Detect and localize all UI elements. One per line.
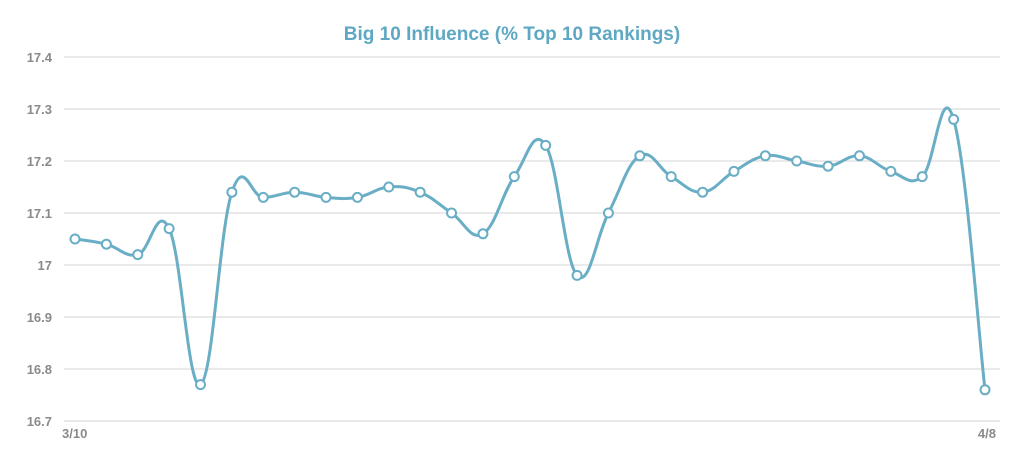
data-point[interactable] <box>100 238 112 250</box>
data-point[interactable] <box>948 113 960 125</box>
data-point[interactable] <box>853 150 865 162</box>
y-tick-label: 16.7 <box>27 414 52 429</box>
series-line <box>74 106 987 390</box>
y-tick-label: 17.2 <box>27 154 52 169</box>
data-points <box>69 113 991 396</box>
x-axis-ticks: 3/10 4/8 <box>62 426 996 441</box>
data-point[interactable] <box>540 139 552 151</box>
data-point[interactable] <box>477 228 489 240</box>
data-point[interactable] <box>885 165 897 177</box>
data-point[interactable] <box>697 186 709 198</box>
data-point[interactable] <box>289 186 301 198</box>
data-point[interactable] <box>759 150 771 162</box>
data-point[interactable] <box>791 155 803 167</box>
data-point[interactable] <box>257 191 269 203</box>
y-tick-label: 16.9 <box>27 310 52 325</box>
data-point[interactable] <box>822 160 834 172</box>
y-tick-label: 17.1 <box>27 206 52 221</box>
data-point[interactable] <box>226 186 238 198</box>
data-point[interactable] <box>602 207 614 219</box>
data-point[interactable] <box>508 171 520 183</box>
data-point[interactable] <box>571 269 583 281</box>
chart-title: Big 10 Influence (% Top 10 Rankings) <box>344 24 680 45</box>
data-point[interactable] <box>916 171 928 183</box>
y-tick-label: 17.3 <box>27 102 52 117</box>
data-point[interactable] <box>383 181 395 193</box>
y-tick-label: 17.4 <box>27 50 53 65</box>
data-point[interactable] <box>414 186 426 198</box>
data-point[interactable] <box>665 171 677 183</box>
y-axis-ticks: 16.7 16.8 16.9 17 17.1 17.2 17.3 17.4 <box>27 50 53 429</box>
data-point[interactable] <box>195 379 207 391</box>
y-tick-label: 16.8 <box>27 362 52 377</box>
data-point[interactable] <box>163 223 175 235</box>
x-tick-label: 3/10 <box>62 426 87 441</box>
data-point[interactable] <box>320 191 332 203</box>
data-point[interactable] <box>351 191 363 203</box>
data-point[interactable] <box>69 233 81 245</box>
x-tick-label: 4/8 <box>978 426 996 441</box>
data-point[interactable] <box>979 384 991 396</box>
data-point[interactable] <box>728 165 740 177</box>
grid-lines <box>64 56 1000 422</box>
data-point[interactable] <box>446 207 458 219</box>
y-tick-label: 17 <box>38 258 52 273</box>
data-point[interactable] <box>132 249 144 261</box>
data-point[interactable] <box>634 150 646 162</box>
